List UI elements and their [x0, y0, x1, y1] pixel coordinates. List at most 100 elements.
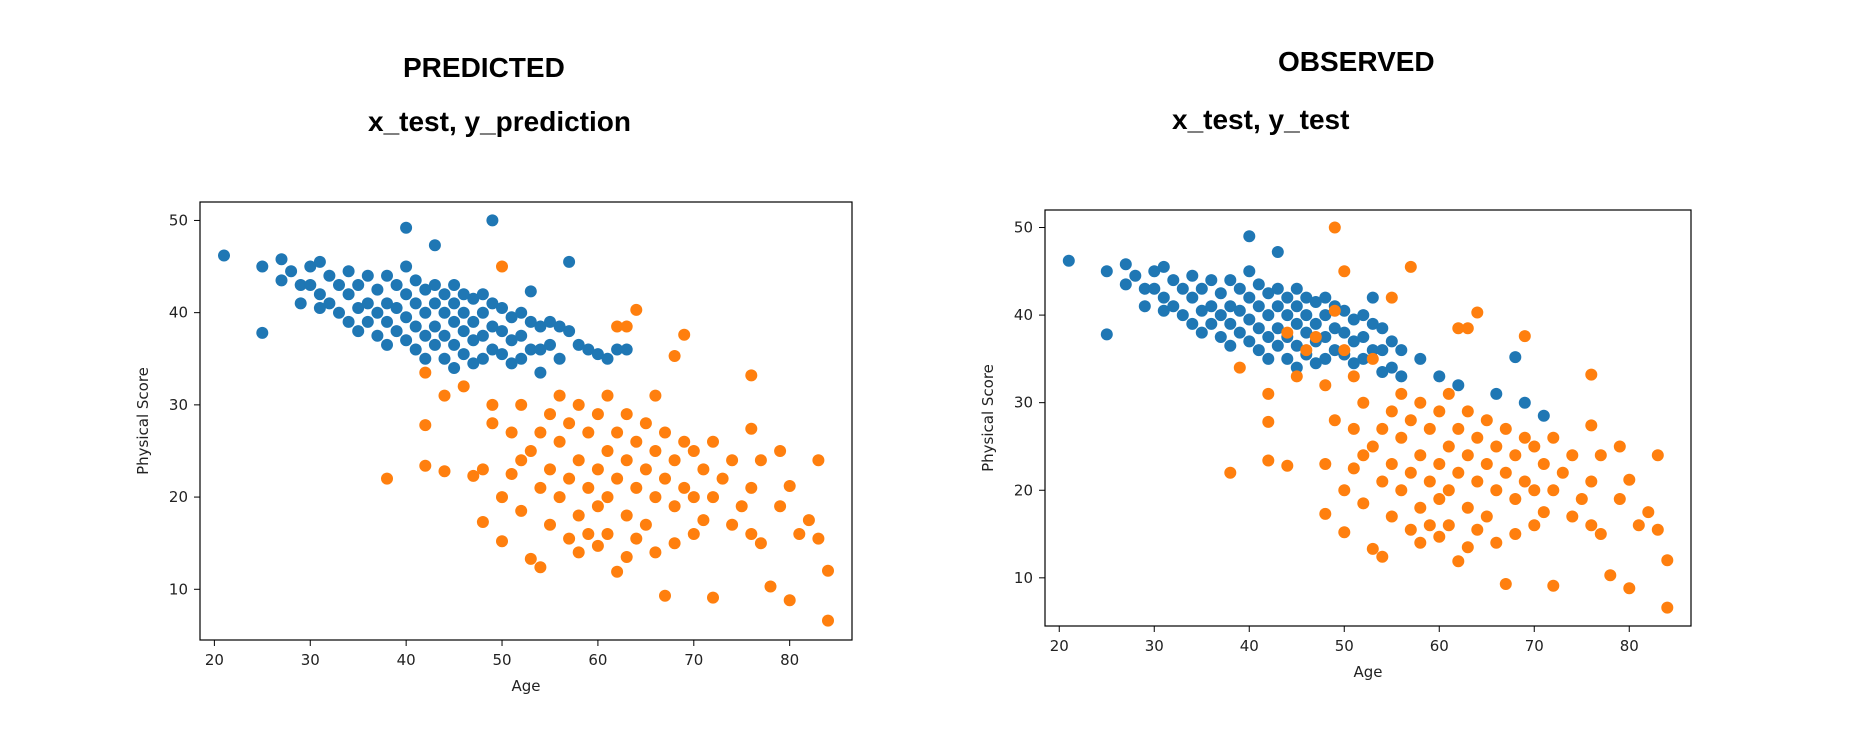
- chart-1-series-2-point: [620, 509, 633, 522]
- chart-1-series-2-point: [591, 463, 604, 476]
- chart-2-x-tick-label: 80: [1620, 637, 1639, 655]
- chart-1-series-2-point: [783, 594, 796, 607]
- chart-1-series-2-point: [611, 426, 624, 439]
- chart-2-series-2-point: [1585, 519, 1598, 532]
- chart-2-series-2-point: [1262, 415, 1275, 428]
- chart-1-series-2-point: [668, 537, 681, 550]
- chart-2-series-2-point: [1442, 519, 1455, 532]
- chart-2-y-tick-label: 50: [1014, 219, 1033, 237]
- chart-1-series-1-point: [409, 343, 422, 356]
- chart-2-series-2-point: [1480, 414, 1493, 427]
- chart-1-series-2-point: [639, 518, 652, 531]
- chart-2-series-1-point: [1062, 254, 1075, 267]
- chart-2-series-2-point: [1395, 387, 1408, 400]
- chart-2-series-2-point: [1547, 431, 1560, 444]
- chart-2-series-2-point: [1442, 440, 1455, 453]
- chart-1-series-1-point: [591, 348, 604, 361]
- chart-1-series-2-point: [611, 320, 624, 333]
- chart-2-series-2-point: [1632, 519, 1645, 532]
- chart-2-x-tick-label: 60: [1430, 637, 1449, 655]
- chart-2-series-2-point: [1338, 484, 1351, 497]
- chart-1-series-1-point: [323, 297, 336, 310]
- chart-1-series-2-point: [572, 454, 585, 467]
- chart-2-series-2-point: [1328, 414, 1341, 427]
- chart-2-series-1-point: [1347, 357, 1360, 370]
- chart-2-series-2-point: [1604, 569, 1617, 582]
- chart-2-series-2-point: [1224, 466, 1237, 479]
- chart-1-series-1-point: [467, 357, 480, 370]
- chart-2-series-2-point: [1452, 422, 1465, 435]
- chart-2-series-1-point: [1243, 313, 1256, 326]
- chart-1-series-1-point: [428, 297, 441, 310]
- chart-2-series-1-point: [1290, 282, 1303, 295]
- chart-2-series-1-point: [1433, 370, 1446, 383]
- chart-2-series-2-point: [1404, 523, 1417, 536]
- chart-1-series-1-point: [496, 302, 508, 314]
- chart-2-series-1-point: [1119, 278, 1132, 291]
- chart-1-series-1-point: [390, 325, 403, 338]
- chart-2-series-2-point: [1623, 473, 1636, 486]
- chart-2-series-1-point: [1186, 291, 1199, 304]
- chart-1-x-tick-label: 40: [397, 651, 416, 669]
- chart-1-y-axis-label: Physical Score: [134, 367, 152, 475]
- chart-2-series-2-point: [1566, 449, 1579, 462]
- chart-2-series-2-point: [1414, 501, 1427, 514]
- chart-1-series-1-point: [400, 288, 413, 301]
- chart-1-series-1-point: [476, 352, 489, 365]
- chart-2-series-1-point: [1243, 265, 1256, 278]
- chart-2-series-1-point: [1186, 269, 1199, 282]
- chart-2-series-2-point: [1376, 550, 1389, 563]
- chart-2-series-1-point: [1357, 309, 1370, 322]
- chart-2-series-1-point: [1328, 344, 1341, 357]
- chart-1-series-2-point: [620, 454, 633, 467]
- chart-1-series-1-point: [419, 352, 432, 365]
- chart-1-series-2-point: [601, 491, 614, 504]
- chart-1-series-2-point: [572, 546, 585, 559]
- chart-2-series-2-point: [1528, 440, 1541, 453]
- chart-1-series-2-point: [774, 445, 787, 457]
- chart-1-series-2-point: [659, 426, 671, 439]
- chart-1-y-tick-label: 20: [169, 488, 188, 506]
- chart-1-series-1-point: [544, 315, 556, 328]
- chart-2-series-1-point: [1271, 300, 1284, 313]
- chart-2-series-1-point: [1290, 300, 1303, 313]
- chart-2-series-2-point: [1461, 449, 1474, 462]
- chart-2-series-2-point: [1357, 497, 1370, 510]
- chart-2-y-axis-label: Physical Score: [979, 364, 997, 472]
- chart-2-series-1-point: [1148, 265, 1161, 278]
- chart-2-series-2-point: [1651, 449, 1664, 462]
- chart-1-series-2-point: [524, 552, 537, 565]
- chart-1-series-1-point: [304, 260, 317, 273]
- chart-1-series-1-point: [438, 288, 451, 301]
- chart-1-series-2-point: [812, 532, 825, 545]
- chart-1-series-2-point: [582, 426, 595, 439]
- chart-1-series-2-point: [591, 500, 604, 513]
- chart-2-series-2-point: [1328, 221, 1341, 234]
- chart-2-series-2-point: [1376, 422, 1389, 435]
- chart-1-series-2-point: [601, 528, 614, 540]
- chart-1-series-1-point: [256, 260, 269, 273]
- observed-subtitle: x_test, y_test: [1172, 104, 1350, 135]
- chart-1-series-1-point: [486, 214, 499, 227]
- chart-2-series-2-point: [1414, 449, 1427, 462]
- chart-2-series-2-point: [1290, 370, 1303, 383]
- chart-2-series-1-point: [1148, 282, 1161, 295]
- chart-2-series-1-point: [1338, 326, 1351, 339]
- chart-2-series-2-point: [1366, 440, 1379, 453]
- chart-2-series-2-point: [1480, 510, 1493, 523]
- chart-1-series-1-point: [428, 320, 441, 333]
- chart-1-series-1-point: [438, 329, 451, 342]
- chart-2-series-2-point: [1537, 506, 1550, 519]
- chart-1-series-2-point: [707, 491, 719, 504]
- chart-1-series-2-point: [620, 408, 633, 421]
- chart-2-series-2-point: [1480, 458, 1493, 470]
- chart-1-series-1-point: [294, 279, 307, 291]
- chart-1-series-1-point: [400, 311, 413, 324]
- chart-1-x-tick-label: 70: [684, 651, 703, 669]
- chart-2-series-2-point: [1433, 530, 1446, 543]
- chart-2-series-2-point: [1566, 510, 1579, 523]
- chart-2-series-2-point: [1585, 368, 1598, 381]
- chart-2-series-1-point: [1271, 246, 1284, 258]
- chart-1-series-2-point: [515, 504, 528, 517]
